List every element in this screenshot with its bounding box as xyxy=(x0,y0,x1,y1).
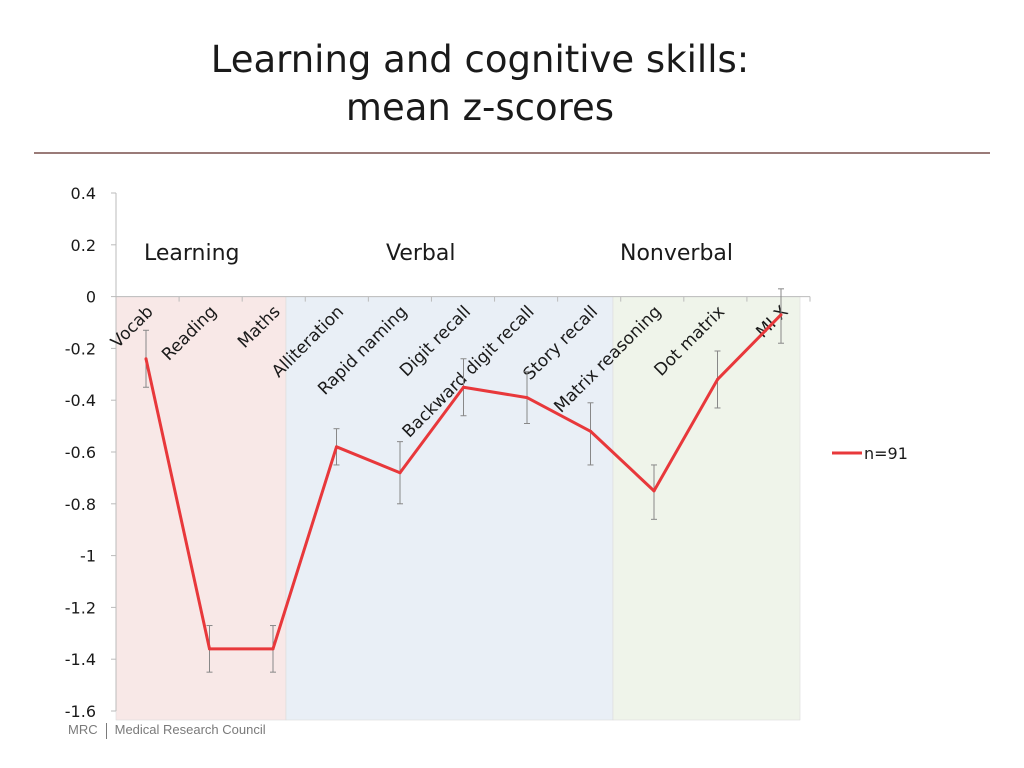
y-tick-label: -0.6 xyxy=(65,443,96,462)
title-line-1: Learning and cognitive skills: xyxy=(210,38,750,81)
group-label-verbal: Verbal xyxy=(386,241,455,266)
footer-org-full: Medical Research Council xyxy=(114,722,266,737)
y-tick-label: -0.8 xyxy=(65,495,96,514)
group-band-verbal xyxy=(285,296,614,721)
legend-label: n=91 xyxy=(864,444,908,463)
footer-org-short: MRC xyxy=(68,722,98,737)
footer-separator xyxy=(105,722,107,739)
data-point xyxy=(589,429,592,433)
data-point xyxy=(398,471,402,475)
data-point xyxy=(208,647,211,651)
data-point xyxy=(144,357,148,361)
title-divider xyxy=(34,152,990,154)
data-point xyxy=(271,647,275,651)
data-point xyxy=(335,445,338,449)
y-tick-label: 0 xyxy=(86,288,96,307)
y-tick-label: -1.4 xyxy=(65,650,96,669)
data-point xyxy=(652,489,656,493)
y-tick-label: -1.2 xyxy=(65,598,96,617)
data-point xyxy=(525,396,529,400)
y-tick-label: 0.2 xyxy=(71,236,96,255)
y-tick-label: -0.2 xyxy=(65,339,96,358)
y-tick-label: -1.6 xyxy=(65,702,96,721)
y-tick-label: -0.4 xyxy=(65,391,96,410)
group-band-nonverbal xyxy=(612,296,801,721)
y-tick-label: 0.4 xyxy=(71,184,96,203)
title-line-2: mean z-scores xyxy=(345,86,615,129)
data-point xyxy=(716,377,719,381)
group-label-nonverbal: Nonverbal xyxy=(620,241,733,266)
data-point xyxy=(462,385,465,389)
group-label-learning: Learning xyxy=(144,241,240,266)
chart-title: Learning and cognitive skills: mean z-sc… xyxy=(0,36,960,132)
data-point xyxy=(779,313,783,317)
y-tick-label: -1 xyxy=(80,547,96,566)
group-band-learning xyxy=(115,296,287,721)
footer-logo: MRC Medical Research Council xyxy=(68,722,266,739)
